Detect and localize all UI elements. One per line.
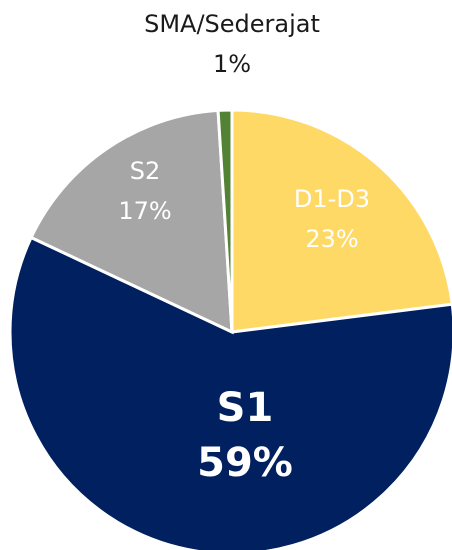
slice-value-label: 23% [305,225,358,253]
pie-slice [8,235,452,550]
slice-label: S2 [130,157,161,185]
slice-value-label: 1% [213,50,251,78]
pie-slice [230,108,452,334]
pie-slice [216,108,234,333]
slice-value-label: 17% [118,197,171,225]
slice-label: S1 [217,385,274,431]
slice-label: SMA/Sederajat [144,10,320,38]
pie-slice [29,108,234,335]
slice-value-label: 59% [197,440,293,486]
slice-label: D1-D3 [294,185,370,213]
